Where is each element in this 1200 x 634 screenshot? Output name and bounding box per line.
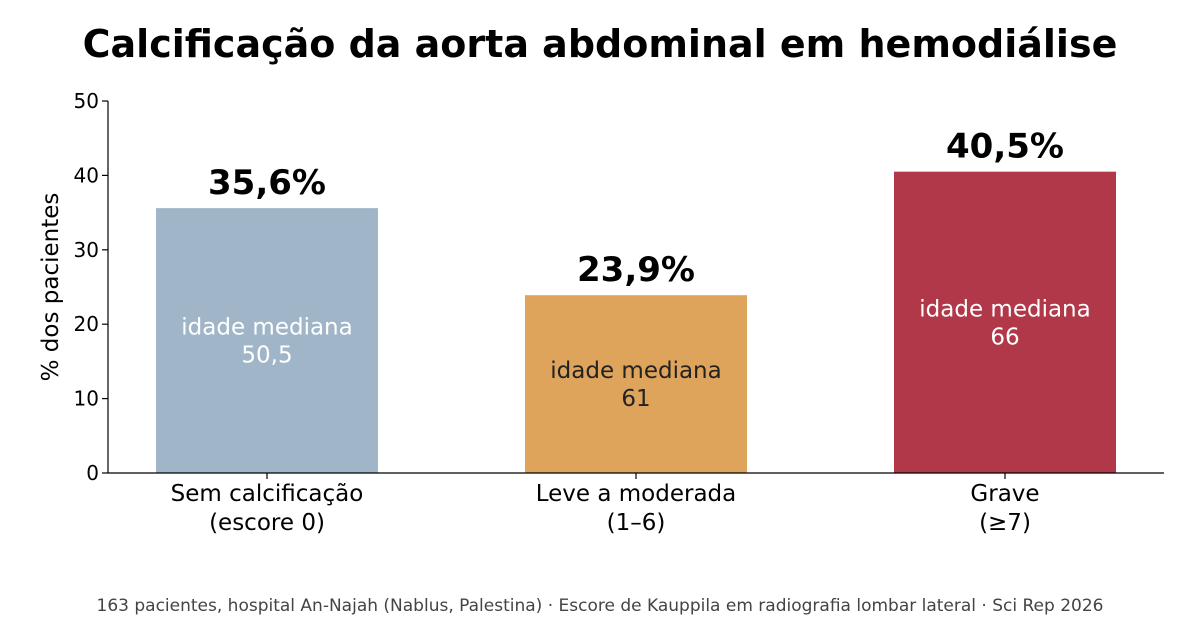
x-tick-label: Sem calcificação xyxy=(171,481,364,507)
x-tick-label: Leve a moderada xyxy=(536,481,737,507)
bar xyxy=(894,171,1116,473)
x-tick-label: (escore 0) xyxy=(209,510,325,536)
y-tick-label: 50 xyxy=(74,89,99,113)
bar-value-label: 23,9% xyxy=(577,250,695,290)
bar-inner-label: idade mediana xyxy=(919,296,1090,322)
y-axis-label: % dos pacientes xyxy=(38,193,64,382)
y-tick-label: 40 xyxy=(74,163,99,187)
chart-title: Calcificação da aorta abdominal em hemod… xyxy=(83,22,1118,66)
bar-value-label: 40,5% xyxy=(946,127,1064,167)
bar-inner-label: 50,5 xyxy=(241,343,292,369)
bar-inner-label: 66 xyxy=(990,324,1019,350)
x-tick-label: (≥7) xyxy=(979,510,1031,536)
x-tick-label: (1–6) xyxy=(607,510,666,536)
bar-value-label: 35,6% xyxy=(208,163,326,203)
bar xyxy=(525,295,747,473)
y-tick-label: 10 xyxy=(74,387,99,411)
footnote: 163 pacientes, hospital An-Najah (Nablus… xyxy=(97,596,1104,616)
x-tick-label: Grave xyxy=(970,481,1039,507)
bar-inner-label: 61 xyxy=(621,386,650,412)
bar-inner-label: idade mediana xyxy=(181,315,352,341)
y-tick-label: 20 xyxy=(74,312,99,336)
bar xyxy=(156,208,378,474)
y-tick-label: 0 xyxy=(86,461,99,485)
y-tick-label: 30 xyxy=(74,238,99,262)
bar-inner-label: idade mediana xyxy=(550,358,721,384)
